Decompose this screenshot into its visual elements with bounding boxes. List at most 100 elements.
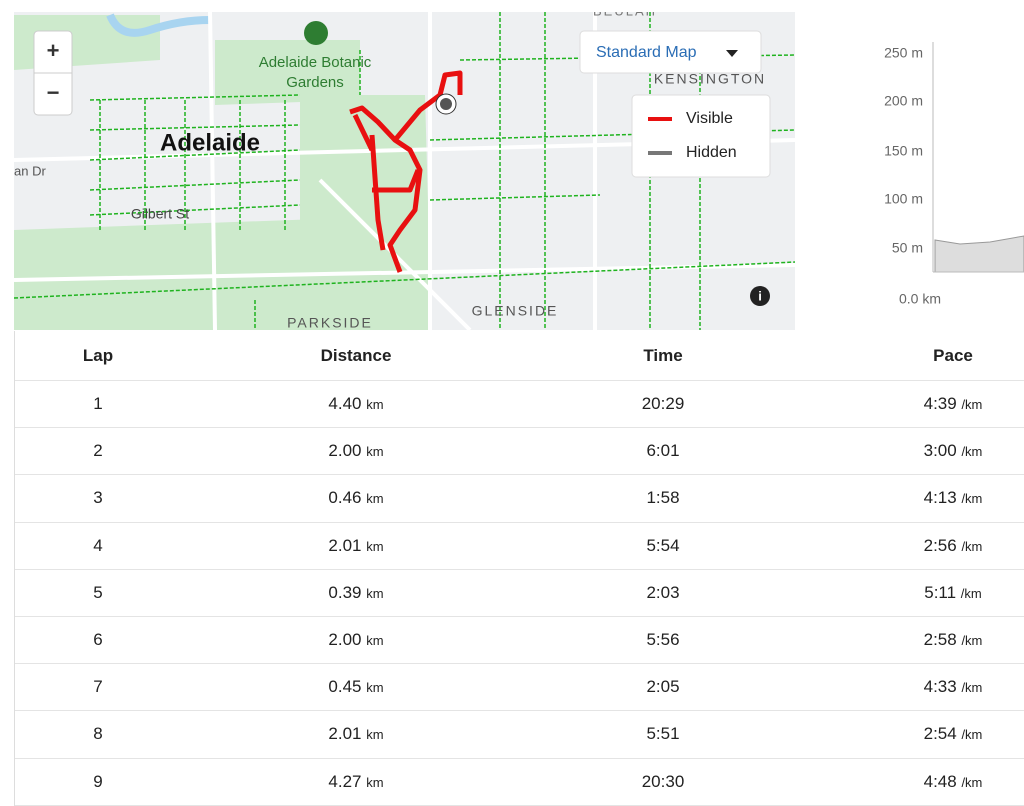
table-cell: 20:29 bbox=[642, 394, 685, 414]
value: 2 bbox=[93, 441, 103, 461]
map-label: Adelaide Botanic bbox=[259, 54, 372, 71]
table-cell: 2.01 km bbox=[328, 536, 383, 556]
lap-row: 1 4.40 km 20:29 4:39 /km bbox=[15, 381, 1024, 429]
table-cell: 0.46 km bbox=[328, 488, 383, 508]
value: 5 bbox=[93, 582, 103, 602]
table-cell: 5:51 bbox=[646, 724, 679, 744]
y-tick-label: 50 m bbox=[892, 240, 923, 256]
lap-row: 4 2.01 km 5:54 2:56 /km bbox=[15, 523, 1024, 570]
value: 2.01 bbox=[328, 535, 362, 555]
unit: km bbox=[366, 444, 384, 460]
table-cell: 2:05 bbox=[646, 677, 679, 697]
zoom-out[interactable]: − bbox=[47, 80, 60, 105]
table-cell: 4:33 /km bbox=[924, 677, 983, 697]
lap-row: 6 2.00 km 5:56 2:58 /km bbox=[15, 617, 1024, 665]
unit: km bbox=[366, 491, 384, 507]
value: 2:03 bbox=[646, 582, 680, 602]
table-cell: 1:58 bbox=[646, 488, 679, 508]
table-cell: 5:54 bbox=[646, 536, 679, 556]
value: 1:58 bbox=[646, 488, 680, 508]
table-cell: 2:56 /km bbox=[924, 536, 983, 556]
value: 2.01 bbox=[328, 724, 362, 744]
laps-table: Lap Distance Time Pace 1 4.40 km 20:29 4:39 /km… bbox=[14, 331, 1024, 806]
value: 8 bbox=[93, 724, 103, 744]
value: 4:13 bbox=[923, 488, 957, 508]
table-cell: 5:56 bbox=[646, 630, 679, 650]
table-cell: 0.45 km bbox=[328, 677, 383, 697]
y-tick-label: 150 m bbox=[884, 143, 923, 159]
value: 4:48 bbox=[923, 771, 957, 791]
table-cell: 4:13 /km bbox=[924, 488, 983, 508]
lap-row: 7 0.45 km 2:05 4:33 /km bbox=[15, 664, 1024, 712]
value: 7 bbox=[93, 677, 103, 697]
value: 4:39 bbox=[923, 394, 957, 414]
unit: /km bbox=[960, 585, 982, 601]
table-cell: 4.40 km bbox=[328, 394, 383, 414]
value: 2.00 bbox=[328, 441, 362, 461]
table-cell: 2:58 /km bbox=[924, 630, 983, 650]
map-label: PARKSIDE bbox=[287, 315, 373, 331]
value: 9 bbox=[93, 771, 103, 791]
legend-label: Visible bbox=[686, 110, 733, 127]
value: 0.46 bbox=[328, 488, 362, 508]
value: 5:56 bbox=[646, 630, 680, 650]
table-cell: 1 bbox=[93, 394, 102, 414]
value: 4 bbox=[93, 535, 103, 555]
value: 2.00 bbox=[328, 630, 362, 650]
table-cell: 0.39 km bbox=[328, 583, 383, 603]
value: 4.40 bbox=[328, 394, 362, 414]
table-cell: 2:03 bbox=[646, 583, 679, 603]
route-legend bbox=[631, 94, 771, 178]
table-cell: 3:00 /km bbox=[924, 441, 983, 461]
table-cell: 6 bbox=[93, 630, 102, 650]
unit: /km bbox=[961, 491, 983, 507]
unit: km bbox=[366, 397, 384, 413]
value: 3:00 bbox=[923, 441, 957, 461]
svg-text:i: i bbox=[758, 288, 762, 303]
value: 4:33 bbox=[923, 677, 957, 697]
unit: km bbox=[366, 774, 384, 790]
zoom-in[interactable]: + bbox=[47, 38, 60, 63]
header-cell: Lap bbox=[82, 345, 114, 365]
table-cell: 5:11 /km bbox=[924, 583, 982, 603]
map-label: BEULAH bbox=[593, 3, 657, 18]
value: 4.27 bbox=[328, 771, 362, 791]
table-cell: 4:39 /km bbox=[924, 394, 983, 414]
unit: km bbox=[366, 680, 384, 696]
header-cell: Distance bbox=[320, 345, 392, 365]
value: 5:51 bbox=[646, 724, 680, 744]
header-cell: Pace bbox=[933, 345, 973, 365]
unit: /km bbox=[961, 680, 983, 696]
map[interactable]: Adelaide Botanic Gardens Adelaide Gilber… bbox=[14, 3, 795, 330]
value: 0.39 bbox=[328, 582, 362, 602]
table-header: Lap Distance Time Pace bbox=[15, 331, 1024, 381]
table-cell: 4:48 /km bbox=[924, 772, 983, 792]
value: 1 bbox=[93, 394, 103, 414]
table-cell: 4.27 km bbox=[328, 772, 383, 792]
table-cell: 9 bbox=[93, 772, 102, 792]
map-type-label[interactable]: Standard Map bbox=[596, 44, 697, 61]
value: 0.45 bbox=[328, 677, 362, 697]
value: 2:56 bbox=[923, 535, 957, 555]
legend-label: Hidden bbox=[686, 144, 737, 161]
value: 20:30 bbox=[641, 771, 685, 791]
map-label: KENSINGTON bbox=[654, 71, 766, 87]
table-cell: 2.00 km bbox=[328, 441, 383, 461]
value: 2:54 bbox=[923, 724, 957, 744]
unit: /km bbox=[961, 397, 983, 413]
top-panel: Adelaide Botanic Gardens Adelaide Gilber… bbox=[14, 3, 1024, 330]
unit: /km bbox=[961, 444, 983, 460]
value: 6 bbox=[93, 630, 103, 650]
table-cell: 8 bbox=[93, 724, 102, 744]
unit: km bbox=[366, 585, 384, 601]
value: 2:05 bbox=[646, 677, 680, 697]
y-tick-label: 250 m bbox=[884, 45, 923, 61]
table-cell: 20:30 bbox=[642, 772, 685, 792]
table-cell: 7 bbox=[93, 677, 102, 697]
map-type-button[interactable] bbox=[579, 30, 762, 74]
value: 20:29 bbox=[641, 394, 685, 414]
unit: /km bbox=[961, 538, 983, 554]
table-cell: 2:54 /km bbox=[924, 724, 983, 744]
unit: /km bbox=[961, 633, 983, 649]
